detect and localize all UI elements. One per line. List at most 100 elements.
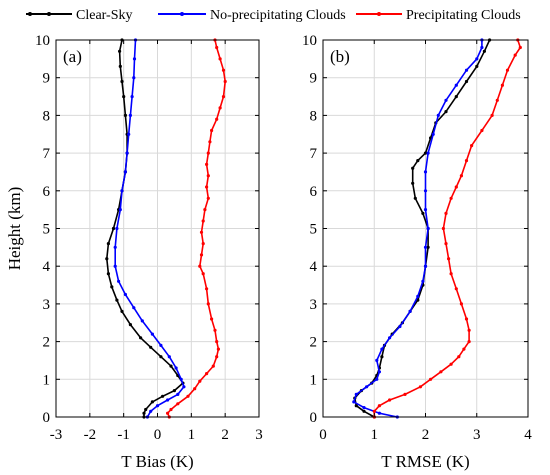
panel-a-point-clear-sky bbox=[139, 336, 143, 340]
panel-a-point-no-precipitating-clouds bbox=[159, 343, 163, 347]
panel-a-point-precipitating-clouds bbox=[205, 162, 209, 166]
panel-b-ytick-label: 9 bbox=[310, 71, 318, 87]
panel-b-point-clear-sky bbox=[354, 404, 358, 408]
panel-a-ytick-label: 0 bbox=[43, 410, 51, 426]
panel-a-point-no-precipitating-clouds bbox=[132, 57, 137, 61]
panel-b-point-precipitating-clouds bbox=[449, 362, 453, 366]
panel-a-point-clear-sky bbox=[128, 323, 132, 327]
panel-a-point-no-precipitating-clouds bbox=[182, 385, 186, 389]
panel-a-point-precipitating-clouds bbox=[201, 242, 205, 246]
panel-a-point-clear-sky bbox=[118, 49, 122, 53]
panel-a-series bbox=[105, 38, 227, 419]
panel-b-ytick-label: 0 bbox=[310, 410, 318, 426]
panel-a-ytick-label: 7 bbox=[43, 146, 51, 162]
panel-a-point-clear-sky bbox=[110, 285, 114, 289]
legend-marker-clear-sky bbox=[28, 12, 32, 16]
panel-b-point-clear-sky bbox=[421, 211, 425, 215]
panel-a-point-precipitating-clouds bbox=[221, 95, 226, 99]
panel-a-point-precipitating-clouds bbox=[210, 317, 214, 321]
panel-b-point-precipitating-clouds bbox=[505, 68, 510, 72]
panel-a-point-no-precipitating-clouds bbox=[118, 208, 122, 212]
panel-b-point-precipitating-clouds bbox=[372, 409, 376, 413]
panel-b-point-precipitating-clouds bbox=[449, 272, 453, 276]
panel-a-ytick-label: 9 bbox=[43, 71, 51, 87]
panel-b-point-precipitating-clouds bbox=[439, 370, 443, 374]
panel-a-point-no-precipitating-clouds bbox=[167, 355, 171, 359]
panel-b-xtick-label: 1 bbox=[371, 427, 379, 443]
panel-b-point-no-precipitating-clouds bbox=[464, 68, 469, 72]
panel-a-point-precipitating-clouds bbox=[215, 355, 219, 359]
panel-b-point-precipitating-clouds bbox=[518, 45, 522, 50]
panel-b-point-precipitating-clouds bbox=[454, 287, 458, 291]
panel-a-ytick-label: 5 bbox=[43, 222, 51, 238]
panel-a-point-precipitating-clouds bbox=[218, 57, 222, 61]
panel-a-point-precipitating-clouds bbox=[221, 68, 226, 72]
panel-b-point-precipitating-clouds bbox=[457, 355, 461, 359]
panel-b-point-precipitating-clouds bbox=[418, 385, 422, 389]
panel-a-point-precipitating-clouds bbox=[206, 174, 210, 178]
panel-a-point-no-precipitating-clouds bbox=[125, 151, 129, 155]
panel-a-point-clear-sky bbox=[142, 411, 146, 415]
panel-b-point-no-precipitating-clouds bbox=[475, 57, 479, 61]
panel-b-point-no-precipitating-clouds bbox=[362, 406, 366, 410]
panel-b-ytick-label: 10 bbox=[302, 33, 317, 49]
panel-a-point-precipitating-clouds bbox=[208, 140, 212, 144]
panel-a-point-precipitating-clouds bbox=[206, 302, 210, 306]
panel-b-xlabel: T RMSE (K) bbox=[381, 452, 469, 471]
panel-a-ytick-label: 1 bbox=[43, 372, 51, 388]
panel-a-point-clear-sky bbox=[169, 364, 173, 368]
panel-b-point-no-precipitating-clouds bbox=[436, 113, 440, 117]
panel-a-point-precipitating-clouds bbox=[199, 230, 204, 234]
panel-b-point-no-precipitating-clouds bbox=[416, 294, 420, 298]
panel-a-point-precipitating-clouds bbox=[203, 208, 207, 212]
legend-entry-clear-sky: Clear-Sky bbox=[26, 8, 133, 23]
panel-a-xtick-label: 0 bbox=[154, 427, 162, 443]
panel-a-point-precipitating-clouds bbox=[205, 287, 209, 291]
panel-b-point-precipitating-clouds bbox=[495, 98, 499, 102]
panel-b-point-precipitating-clouds bbox=[441, 226, 445, 231]
panel-b-point-clear-sky bbox=[426, 245, 430, 249]
panel-b-point-no-precipitating-clouds bbox=[365, 385, 369, 389]
panel-a-point-no-precipitating-clouds bbox=[166, 398, 170, 402]
panel-b-xtick-label: 3 bbox=[473, 427, 481, 443]
panel-b-point-clear-sky bbox=[482, 49, 486, 53]
panel-b-point-precipitating-clouds bbox=[467, 340, 471, 344]
panel-a-point-clear-sky bbox=[106, 272, 110, 276]
panel-a-point-clear-sky bbox=[120, 79, 124, 84]
panel-a-ytick-label: 8 bbox=[43, 108, 51, 124]
panel-a-point-no-precipitating-clouds bbox=[176, 392, 180, 396]
panel-a-point-precipitating-clouds bbox=[199, 253, 204, 257]
panel-a-point-clear-sky bbox=[111, 226, 116, 231]
panel-a-point-no-precipitating-clouds bbox=[117, 279, 121, 283]
panel-b-xtick-label: 0 bbox=[319, 427, 327, 443]
panel-b-ytick-label: 7 bbox=[310, 146, 318, 162]
panel-b-point-no-precipitating-clouds bbox=[423, 189, 428, 193]
panel-b-xtick-label: 2 bbox=[422, 427, 430, 443]
panel-a-point-precipitating-clouds bbox=[223, 79, 227, 84]
panel-a-point-clear-sky bbox=[149, 345, 153, 349]
panel-b-point-no-precipitating-clouds bbox=[426, 151, 430, 155]
panel-b-point-precipitating-clouds bbox=[447, 257, 451, 261]
panel-a-point-precipitating-clouds bbox=[218, 106, 222, 110]
panel-b-point-precipitating-clouds bbox=[444, 242, 448, 246]
panel-b-point-precipitating-clouds bbox=[464, 317, 469, 321]
panel-b-point-no-precipitating-clouds bbox=[352, 400, 356, 404]
panel-b-point-precipitating-clouds bbox=[459, 302, 463, 306]
panel-a-point-clear-sky bbox=[106, 242, 110, 246]
panel-a-point-no-precipitating-clouds bbox=[123, 170, 127, 174]
panel-b-point-precipitating-clouds bbox=[429, 377, 433, 381]
panel-b-point-no-precipitating-clouds bbox=[431, 132, 435, 136]
panel-b-grid bbox=[323, 40, 528, 417]
panel-b-point-precipitating-clouds bbox=[500, 83, 504, 87]
panel-b-point-no-precipitating-clouds bbox=[354, 392, 358, 396]
panel-b-point-no-precipitating-clouds bbox=[423, 264, 428, 268]
panel-b-point-precipitating-clouds bbox=[454, 185, 458, 189]
panel-a-point-no-precipitating-clouds bbox=[140, 319, 144, 323]
panel-a-point-no-precipitating-clouds bbox=[113, 264, 117, 268]
panel-a-point-precipitating-clouds bbox=[215, 45, 219, 50]
panel-a-ytick-label: 2 bbox=[43, 335, 51, 351]
legend-marker-clear-sky-mid bbox=[47, 12, 51, 16]
panel-b-point-no-precipitating-clouds bbox=[423, 208, 428, 212]
